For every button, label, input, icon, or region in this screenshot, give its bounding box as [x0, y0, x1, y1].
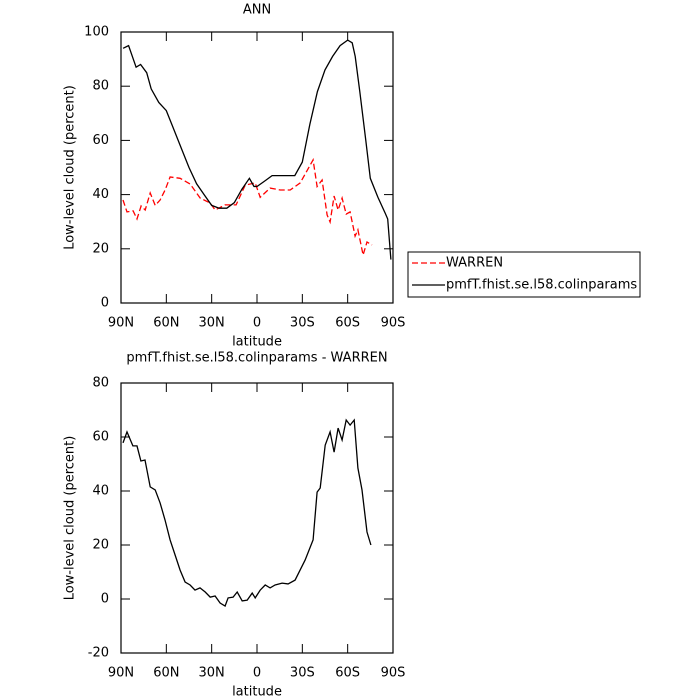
- x-tick-label: 30N: [199, 666, 225, 681]
- y-tick-label: 80: [92, 79, 109, 94]
- y-tick-label: 20: [92, 538, 109, 553]
- y-tick-label: -20: [88, 646, 109, 661]
- y-tick-label: 60: [92, 430, 109, 445]
- y-tick-label: 40: [92, 187, 109, 202]
- x-tick-label: 60N: [153, 316, 179, 331]
- x-tick-label: 90S: [381, 316, 406, 331]
- plot-frame: [120, 31, 394, 304]
- y-axis-label: Low-level cloud (percent): [63, 85, 78, 250]
- x-tick-label: 30N: [199, 316, 225, 331]
- chart-title: pmfT.fhist.se.l58.colinparams - WARREN: [126, 351, 387, 366]
- legend-label: WARREN: [446, 256, 503, 271]
- plot-frame: [120, 382, 394, 654]
- x-tick-label: 60N: [153, 666, 179, 681]
- y-tick-label: 80: [92, 376, 109, 391]
- x-tick-label: 60S: [335, 666, 360, 681]
- legend-box: [407, 251, 641, 298]
- x-tick-label: 90N: [108, 316, 134, 331]
- y-axis-label: Low-level cloud (percent): [63, 436, 78, 601]
- y-tick-label: 100: [84, 25, 109, 40]
- panel: ANN latitude Low-level cloud (percent) 0 20 4…: [63, 3, 641, 350]
- x-tick-label: 60S: [335, 316, 360, 331]
- x-tick-label: 0: [253, 316, 261, 331]
- panel: pmfT.fhist.se.l58.colinparams - WARREN la…: [63, 351, 406, 700]
- x-axis-label: latitude: [232, 685, 282, 700]
- y-tick-label: 20: [92, 241, 109, 256]
- x-axis-label: latitude: [232, 335, 282, 350]
- legend-label: pmfT.fhist.se.l58.colinparams: [446, 278, 637, 293]
- y-tick-label: 0: [101, 296, 109, 311]
- x-tick-label: 0: [253, 666, 261, 681]
- x-tick-label: 90N: [108, 666, 134, 681]
- chart-title: ANN: [243, 3, 271, 18]
- y-tick-label: 40: [92, 484, 109, 499]
- data-line: [122, 157, 373, 256]
- y-tick-label: 60: [92, 133, 109, 148]
- x-tick-label: 30S: [290, 666, 315, 681]
- x-tick-label: 90S: [381, 666, 406, 681]
- y-tick-label: 0: [101, 592, 109, 607]
- x-tick-label: 30S: [290, 316, 315, 331]
- data-line: [122, 39, 392, 260]
- data-line: [122, 418, 372, 607]
